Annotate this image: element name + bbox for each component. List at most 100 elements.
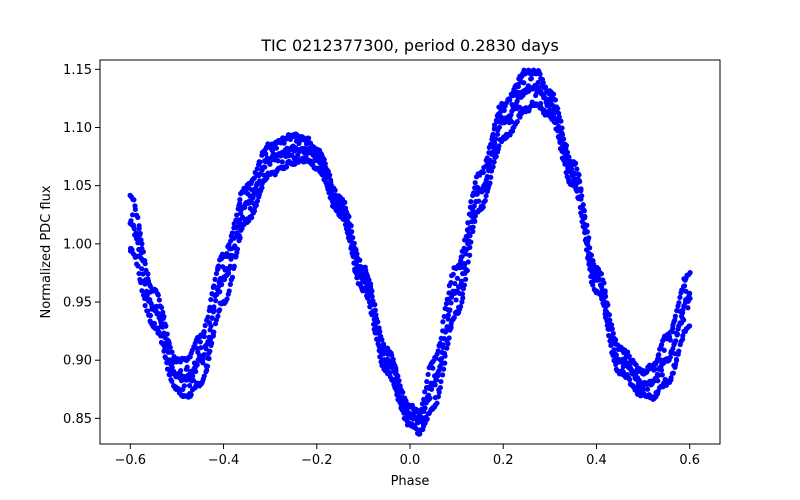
data-point xyxy=(601,280,607,286)
data-point xyxy=(163,323,169,329)
data-point xyxy=(672,313,678,319)
y-axis: 0.85 0.90 0.95 1.00 1.05 1.10 1.15 xyxy=(63,63,100,427)
data-point xyxy=(257,159,263,165)
data-point xyxy=(482,198,488,204)
data-point xyxy=(480,169,486,176)
data-point xyxy=(515,83,521,90)
data-point xyxy=(129,212,136,218)
data-point xyxy=(135,263,141,269)
data-point xyxy=(487,180,493,186)
data-point xyxy=(612,337,619,343)
data-point xyxy=(175,386,181,392)
data-point xyxy=(443,328,449,334)
x-tick-label: 0.6 xyxy=(679,453,700,468)
data-point xyxy=(686,323,693,329)
data-point xyxy=(492,140,498,146)
data-point xyxy=(445,312,451,318)
data-point xyxy=(584,222,590,228)
data-point xyxy=(213,298,219,304)
y-tick-label: 0.85 xyxy=(63,412,92,427)
data-point xyxy=(283,164,290,170)
data-point xyxy=(346,214,352,220)
data-point xyxy=(155,292,161,298)
data-point xyxy=(366,277,372,283)
data-point xyxy=(437,384,444,391)
data-point xyxy=(461,282,468,288)
data-point xyxy=(640,386,647,392)
data-point xyxy=(451,314,457,321)
data-point xyxy=(498,114,505,120)
data-point xyxy=(365,295,371,301)
data-point xyxy=(673,356,680,362)
data-point xyxy=(685,305,691,311)
data-point xyxy=(224,296,230,302)
data-point xyxy=(581,208,587,214)
x-tick-label: 0.0 xyxy=(400,453,421,468)
data-point xyxy=(263,151,269,157)
data-point xyxy=(467,233,473,239)
data-point xyxy=(432,382,438,388)
data-point xyxy=(441,313,447,320)
data-point xyxy=(470,224,476,230)
data-point xyxy=(158,304,165,311)
data-point xyxy=(680,333,686,339)
data-point xyxy=(440,319,446,325)
data-point xyxy=(393,368,399,374)
data-point xyxy=(488,174,494,180)
data-point xyxy=(450,271,456,277)
data-point xyxy=(459,299,465,305)
data-point xyxy=(559,125,565,131)
data-point xyxy=(211,283,217,289)
data-point xyxy=(379,337,385,343)
data-point xyxy=(279,159,285,165)
data-point xyxy=(580,202,586,208)
data-point xyxy=(237,235,243,241)
data-point xyxy=(207,304,213,310)
data-point xyxy=(655,352,661,359)
data-point xyxy=(462,262,468,268)
data-point xyxy=(584,229,590,235)
data-point xyxy=(627,377,633,383)
data-point xyxy=(233,254,239,260)
data-point xyxy=(447,307,453,313)
data-point xyxy=(281,140,287,146)
data-point xyxy=(396,378,402,384)
data-point xyxy=(535,79,541,86)
data-point xyxy=(267,161,273,167)
data-point xyxy=(389,352,395,358)
data-point xyxy=(463,276,469,282)
data-point xyxy=(470,228,476,235)
data-point xyxy=(448,300,454,306)
data-point xyxy=(138,279,144,286)
data-point xyxy=(229,274,236,280)
data-point xyxy=(602,293,609,299)
data-point xyxy=(140,249,146,255)
y-tick-label: 1.00 xyxy=(63,237,92,252)
data-point xyxy=(457,265,463,271)
data-point xyxy=(221,276,228,283)
data-point xyxy=(142,302,148,309)
data-point xyxy=(190,373,196,379)
data-point xyxy=(424,378,430,385)
data-point xyxy=(458,303,464,310)
data-point xyxy=(145,308,151,314)
data-point xyxy=(372,302,378,308)
data-point xyxy=(542,84,549,90)
data-point xyxy=(417,431,423,437)
data-point xyxy=(613,361,619,368)
data-point xyxy=(555,106,561,112)
data-point xyxy=(528,75,535,81)
x-tick-label: −0.4 xyxy=(208,453,240,468)
data-point xyxy=(213,292,219,298)
data-point xyxy=(160,309,166,315)
data-point xyxy=(226,288,232,294)
data-point xyxy=(609,326,615,332)
data-point xyxy=(205,314,211,320)
data-point xyxy=(681,317,687,323)
data-point xyxy=(211,329,217,335)
data-point xyxy=(234,212,240,218)
data-point xyxy=(676,348,682,354)
data-point xyxy=(655,378,661,384)
data-point xyxy=(193,368,199,375)
